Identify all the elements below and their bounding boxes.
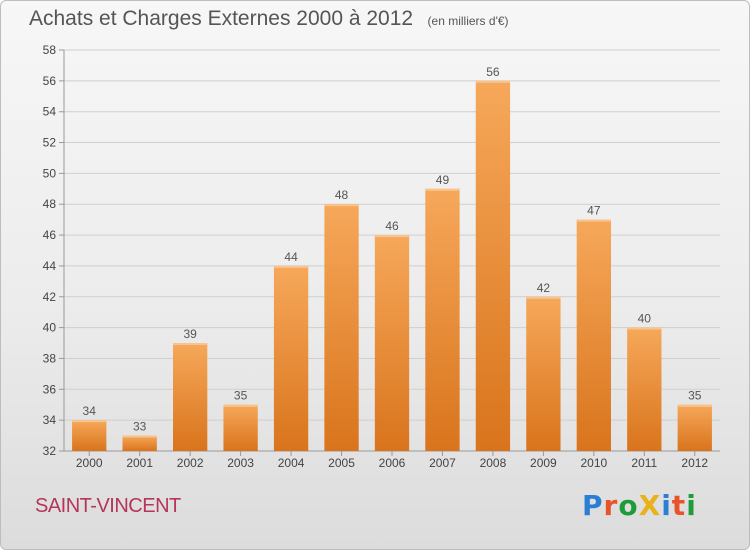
bar-highlight <box>475 80 511 83</box>
logo-letter: X <box>638 489 662 522</box>
data-label: 49 <box>436 173 450 187</box>
y-tick-label: 32 <box>43 444 57 458</box>
bar <box>122 435 157 451</box>
chart-title-unit: (en milliers d'€) <box>427 14 509 28</box>
data-label: 35 <box>688 389 702 403</box>
x-tick-label: 2011 <box>631 456 657 470</box>
x-tick-label: 2004 <box>278 456 305 470</box>
bar-highlight <box>425 188 460 191</box>
bar-highlight <box>172 343 208 346</box>
y-tick-label: 46 <box>43 228 57 242</box>
data-label: 34 <box>83 404 97 418</box>
bar-highlight <box>122 435 157 438</box>
bar-highlight <box>273 265 309 268</box>
x-tick-label: 2000 <box>76 456 103 470</box>
x-tick-label: 2012 <box>681 456 708 470</box>
bar <box>576 219 612 451</box>
logo-letter: o <box>618 489 639 522</box>
bar-highlight <box>324 204 359 207</box>
place-name: SAINT-VINCENT <box>35 495 181 517</box>
y-tick-label: 34 <box>43 413 57 427</box>
x-tick-label: 2007 <box>429 456 456 470</box>
bar <box>627 327 662 451</box>
bar <box>223 404 258 451</box>
y-tick-label: 40 <box>43 321 57 335</box>
data-label: 40 <box>638 312 652 326</box>
bar <box>374 235 410 451</box>
y-tick-label: 38 <box>43 351 57 365</box>
x-tick-label: 2005 <box>328 456 355 470</box>
data-label: 39 <box>183 327 197 341</box>
y-tick-label: 54 <box>43 105 57 119</box>
y-tick-label: 52 <box>43 136 57 150</box>
data-label: 35 <box>234 389 248 403</box>
data-label: 42 <box>537 281 551 295</box>
data-label: 47 <box>587 204 601 218</box>
x-tick-label: 2006 <box>379 456 406 470</box>
bar <box>72 420 107 451</box>
data-label: 46 <box>385 219 399 233</box>
bar <box>475 80 511 451</box>
logo-letter: t <box>671 489 687 522</box>
data-label: 56 <box>486 65 500 79</box>
y-tick-label: 50 <box>43 166 57 180</box>
y-tick-label: 58 <box>43 43 57 57</box>
x-tick-label: 2008 <box>480 456 507 470</box>
logo-letter: i <box>686 489 697 522</box>
bar <box>677 404 712 451</box>
bar <box>172 343 208 451</box>
bar <box>425 188 460 452</box>
bar-highlight <box>576 219 612 222</box>
x-tick-label: 2003 <box>227 456 254 470</box>
bar-highlight <box>72 420 107 423</box>
bar-highlight <box>374 235 410 238</box>
data-label: 33 <box>133 420 147 434</box>
y-tick-label: 48 <box>43 197 57 211</box>
proxiti-logo: ProXiti <box>582 489 697 522</box>
chart-title-main: Achats et Charges Externes 2000 à 2012 <box>29 7 414 30</box>
y-tick-label: 56 <box>43 74 57 88</box>
chart-title: Achats et Charges Externes 2000 à 2012 (… <box>29 7 509 31</box>
bar-highlight <box>677 404 712 407</box>
bar <box>273 265 309 451</box>
x-tick-label: 2002 <box>177 456 204 470</box>
logo-letter: i <box>661 489 672 522</box>
bar <box>526 296 561 451</box>
y-tick-label: 44 <box>43 259 57 273</box>
x-tick-label: 2010 <box>580 456 607 470</box>
data-label: 44 <box>284 250 298 264</box>
bar-highlight <box>627 327 662 330</box>
logo-letter: r <box>603 489 619 522</box>
y-tick-label: 42 <box>43 290 57 304</box>
x-tick-label: 2001 <box>126 456 153 470</box>
bar-highlight <box>223 404 258 407</box>
bar <box>324 204 359 451</box>
data-label: 48 <box>335 188 349 202</box>
x-tick-label: 2009 <box>530 456 557 470</box>
bar-highlight <box>526 296 561 299</box>
y-tick-label: 36 <box>43 382 57 396</box>
logo-letter: P <box>582 489 604 522</box>
